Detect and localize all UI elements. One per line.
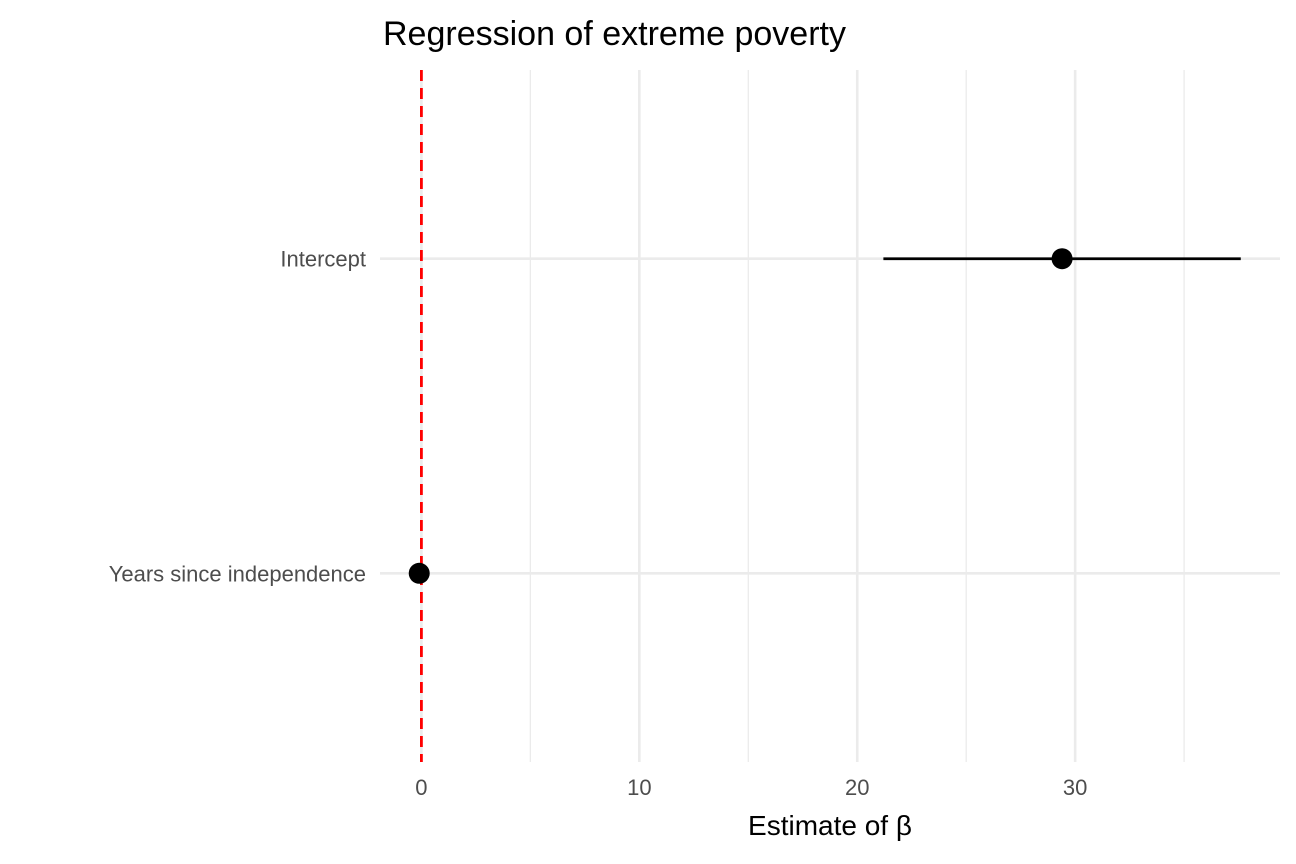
x-tick-label: 10 [627, 775, 651, 800]
y-tick-label: Intercept [280, 247, 366, 272]
estimate-point [408, 562, 430, 584]
grid [380, 70, 1280, 762]
estimate-point [1051, 248, 1073, 270]
marks [408, 248, 1241, 584]
x-tick-label: 0 [415, 775, 427, 800]
axis-labels: Intercept Years since independence 0 10 20 30 [109, 247, 1088, 800]
x-axis-title: Estimate of β [748, 810, 912, 841]
y-tick-label: Years since independence [109, 561, 366, 586]
chart-title: Regression of extreme poverty [383, 15, 846, 53]
x-tick-label: 20 [845, 775, 869, 800]
x-tick-label: 30 [1063, 775, 1087, 800]
